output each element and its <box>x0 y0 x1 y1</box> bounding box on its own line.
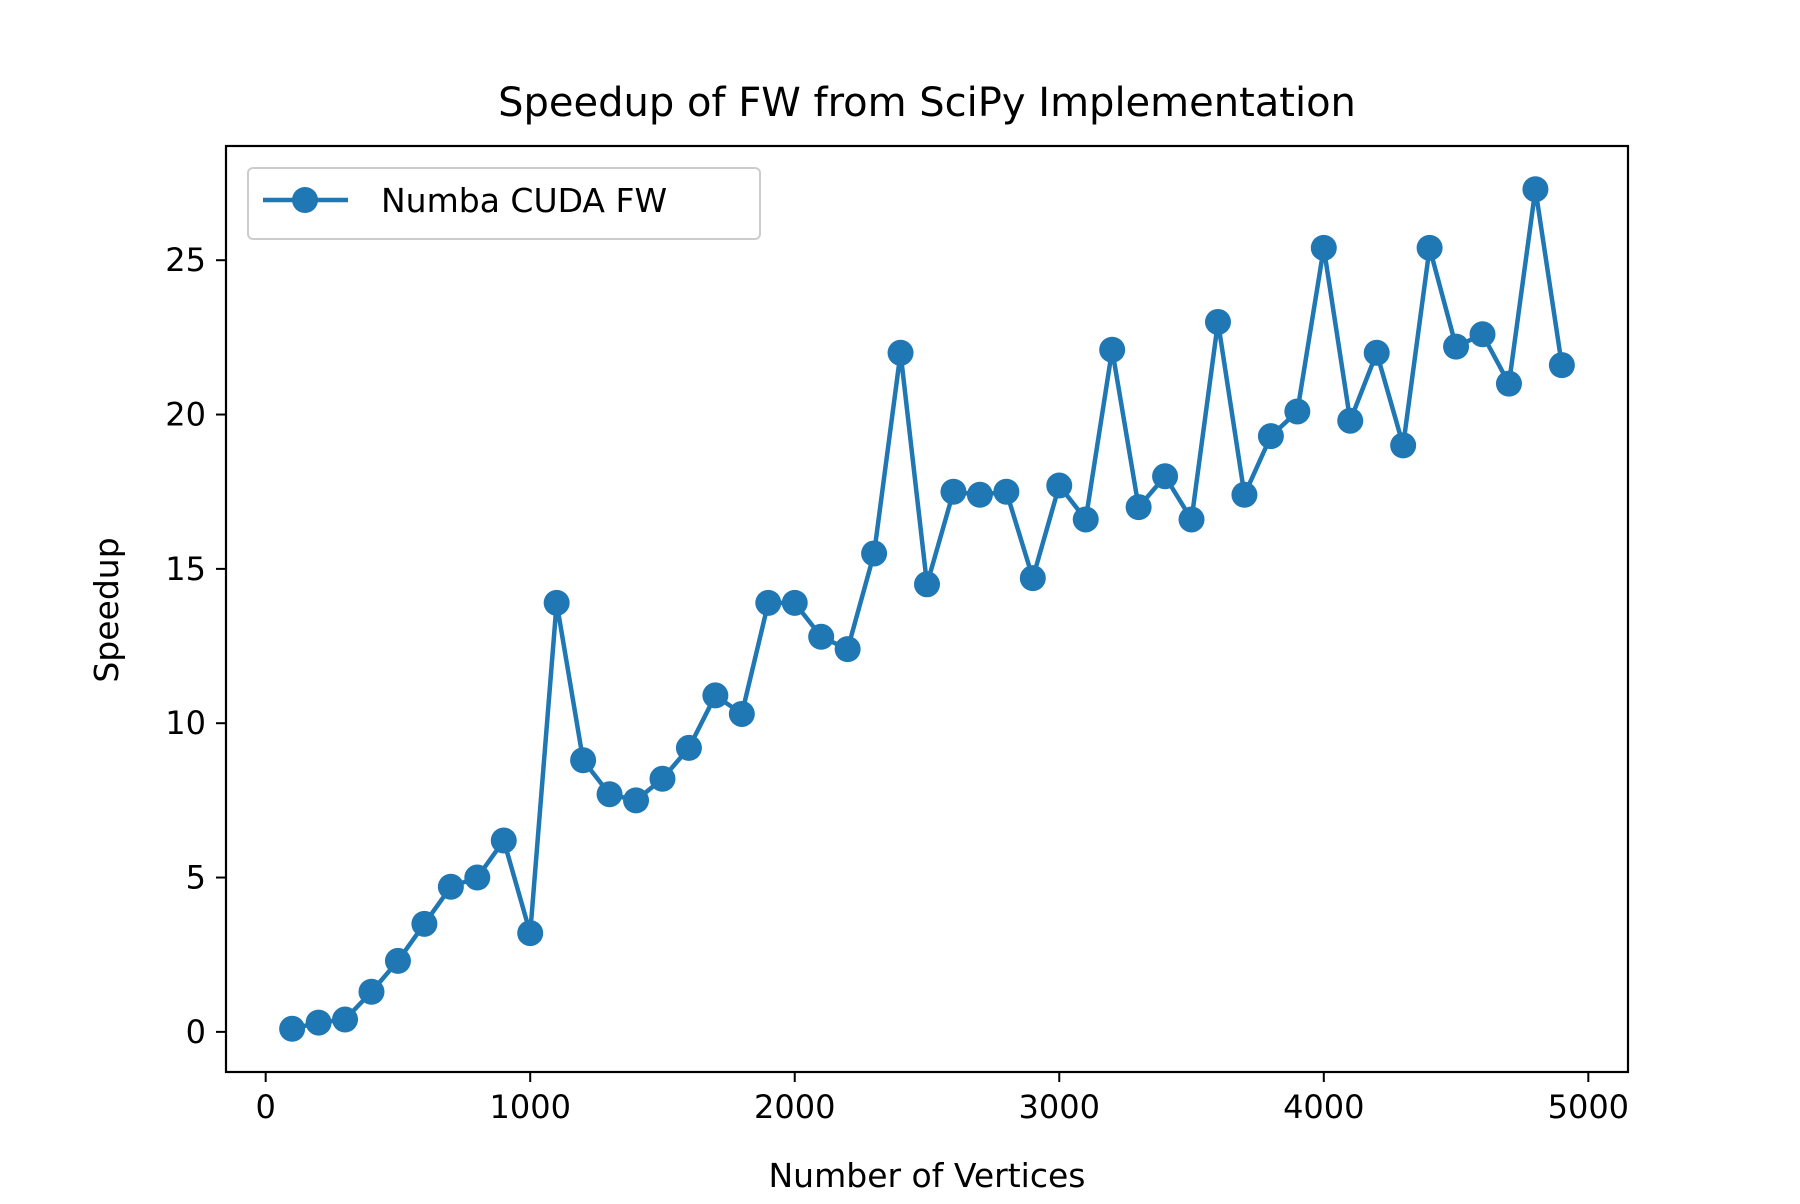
data-point <box>570 747 597 774</box>
data-point <box>702 682 729 709</box>
x-tick-label: 1000 <box>489 1088 570 1126</box>
data-point <box>437 873 464 900</box>
data-point <box>1495 370 1522 397</box>
data-point <box>861 540 888 567</box>
data-point <box>279 1015 306 1042</box>
data-point <box>1099 336 1126 363</box>
x-tick-label: 5000 <box>1548 1088 1629 1126</box>
x-tick-label: 3000 <box>1019 1088 1100 1126</box>
data-point <box>940 478 967 505</box>
data-point <box>1046 472 1073 499</box>
data-point <box>1390 432 1417 459</box>
data-point <box>1019 565 1046 592</box>
data-point <box>1284 398 1311 425</box>
data-point <box>887 339 914 366</box>
y-tick-label: 25 <box>165 241 206 279</box>
data-point <box>649 765 676 792</box>
data-point <box>1522 176 1549 203</box>
data-point <box>517 920 544 947</box>
x-tick-label: 4000 <box>1283 1088 1364 1126</box>
data-point <box>332 1006 359 1033</box>
data-point <box>1178 506 1205 533</box>
axes: 0 1000 2000 3000 4000 5000 0 5 10 15 20 25 <box>165 144 1630 1126</box>
data-point <box>1469 321 1496 348</box>
data-point <box>623 787 650 814</box>
legend-box <box>247 167 761 240</box>
legend-marker-swatch <box>292 187 318 213</box>
data-point <box>358 978 385 1005</box>
data-point <box>834 636 861 663</box>
data-point <box>490 827 517 854</box>
data-point <box>966 481 993 508</box>
series-line <box>289 186 1565 1032</box>
series-group <box>279 176 1575 1042</box>
y-axis-label: Speedup <box>87 537 126 682</box>
data-point <box>384 947 411 974</box>
x-tick-label: 2000 <box>754 1088 835 1126</box>
data-point <box>914 571 940 598</box>
y-tick-label: 15 <box>165 550 206 588</box>
data-point <box>1416 234 1443 261</box>
data-point <box>808 623 835 650</box>
y-tick-label: 20 <box>165 396 206 434</box>
data-point <box>464 864 491 891</box>
data-point <box>755 589 782 616</box>
data-point <box>728 700 755 727</box>
y-tick-label: 0 <box>186 1013 206 1051</box>
x-axis-label: Number of Vertices <box>769 1156 1086 1195</box>
y-tick-label: 5 <box>186 859 206 897</box>
data-point <box>1363 339 1390 366</box>
legend: Numba CUDA FW <box>247 167 761 240</box>
legend-label: Numba CUDA FW <box>381 181 667 220</box>
data-point <box>1072 506 1099 533</box>
data-point <box>305 1009 332 1036</box>
data-point <box>1337 407 1364 434</box>
data-point <box>675 734 702 761</box>
y-tick-label: 10 <box>165 704 206 742</box>
data-point <box>543 589 570 616</box>
plot-frame <box>224 144 1630 1074</box>
data-point <box>411 910 438 937</box>
data-point <box>1125 494 1152 521</box>
data-point <box>1204 308 1231 335</box>
data-point <box>1257 423 1284 450</box>
chart-title: Speedup of FW from SciPy Implementation <box>498 80 1356 126</box>
x-tick-label: 0 <box>255 1088 275 1126</box>
data-point <box>1548 352 1575 379</box>
data-point <box>1443 333 1470 360</box>
data-point <box>1231 481 1258 508</box>
data-point <box>1152 463 1179 490</box>
data-point <box>1310 234 1337 261</box>
data-point <box>781 589 808 616</box>
data-point <box>993 478 1020 505</box>
data-point <box>596 781 623 808</box>
